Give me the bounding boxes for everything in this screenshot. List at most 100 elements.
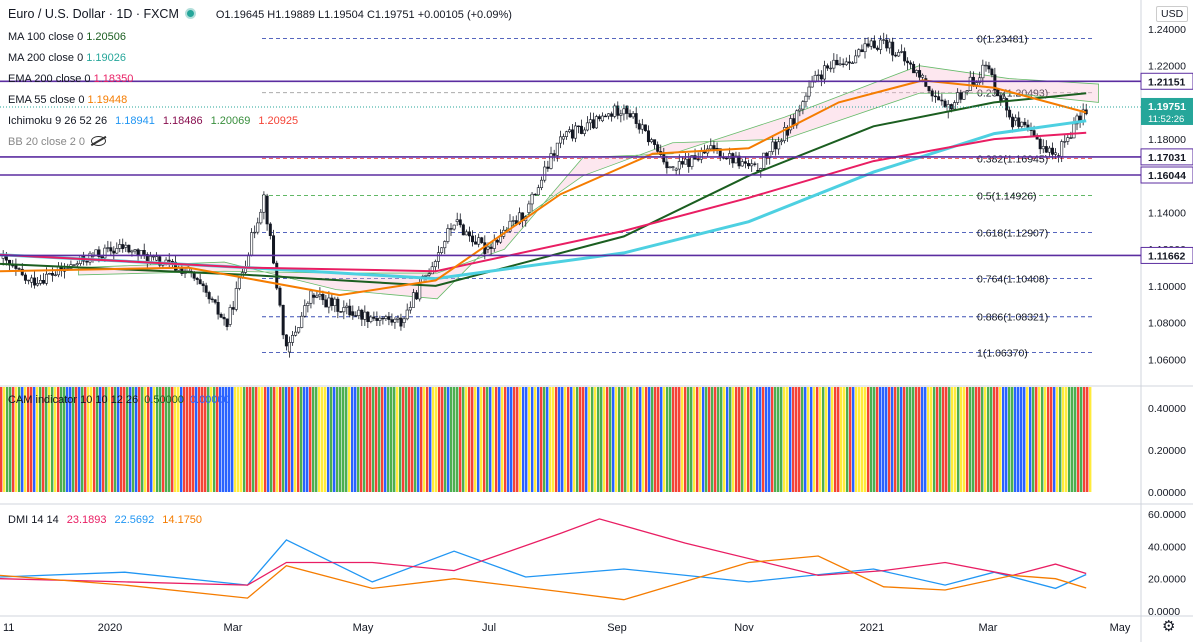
legend-ema55[interactable]: EMA 55 close 0 1.19448 — [8, 94, 128, 106]
cam-bar — [654, 387, 657, 492]
cam-bar — [987, 387, 990, 492]
candle-body — [247, 254, 251, 267]
cam-bar — [873, 387, 876, 492]
hidden-eye-icon[interactable] — [91, 136, 107, 146]
cam-bar — [627, 387, 630, 492]
candle-body — [27, 279, 31, 282]
cam-bar — [54, 387, 57, 492]
candle-body — [625, 105, 629, 114]
candle-body — [109, 247, 113, 252]
cam-bar — [1080, 387, 1083, 492]
candle-body — [1047, 147, 1051, 153]
cam-bar — [63, 387, 66, 492]
legend-ema200[interactable]: EMA 200 close 0 1.18350 — [8, 73, 134, 85]
time-tick: 2020 — [98, 622, 122, 634]
cam-bar — [924, 387, 927, 492]
cam-tick: 0.00000 — [1148, 487, 1186, 499]
candle-body — [1072, 123, 1076, 139]
candle-body — [489, 246, 493, 249]
cam-bar — [708, 387, 711, 492]
cam-bar — [348, 387, 351, 492]
candle-body — [930, 90, 934, 97]
price-tick: 1.24000 — [1148, 24, 1186, 36]
series-ma-100 — [0, 92, 1087, 287]
cam-bar — [564, 387, 567, 492]
candle-body — [424, 274, 428, 277]
cam-bar — [357, 387, 360, 492]
series-ema-55 — [0, 79, 1087, 297]
candle-body — [594, 116, 598, 129]
cam-bar — [897, 387, 900, 492]
level-price-label: 1.21151 — [1148, 76, 1186, 88]
candle-body — [933, 95, 937, 98]
candle-body — [133, 249, 137, 252]
cam-bar — [336, 387, 339, 492]
cam-bar — [411, 387, 414, 492]
cam-bar — [234, 387, 237, 492]
candle-body — [427, 273, 431, 276]
dmi-tick: 60.0000 — [1148, 509, 1186, 521]
fib-label: 1(1.06370) — [977, 348, 1028, 360]
legend-ma100[interactable]: MA 100 close 0 1.20506 — [8, 31, 126, 43]
candle-body — [847, 61, 851, 64]
cam-bar — [885, 387, 888, 492]
cam-bar — [300, 387, 303, 492]
candle-body — [452, 224, 456, 230]
candle-body — [573, 125, 577, 139]
legend-dmi[interactable]: DMI 14 14 23.1893 22.5692 14.1750 — [8, 514, 203, 526]
candle-body — [696, 158, 700, 161]
candle-body — [291, 334, 295, 343]
cam-bar — [222, 387, 225, 492]
cam-bar — [951, 387, 954, 492]
candle-body — [765, 152, 769, 159]
symbol-title[interactable]: Euro / U.S. Dollar · 1D · FXCM — [8, 7, 179, 21]
cam-bar — [726, 387, 729, 492]
gear-icon[interactable]: ⚙ — [1162, 618, 1176, 635]
chart-header: Euro / U.S. Dollar · 1D · FXCM O1.19645 H… — [8, 7, 512, 21]
dmi-adx — [0, 555, 1087, 601]
cam-bar — [609, 387, 612, 492]
candle-body — [47, 272, 51, 275]
level-price-tag — [1140, 148, 1193, 166]
cam-bar — [978, 387, 981, 492]
candle-body — [262, 194, 266, 213]
last-price-tag — [1141, 97, 1193, 125]
candle-body — [30, 277, 34, 283]
candle-body — [315, 295, 319, 298]
cam-bar — [267, 387, 270, 492]
cam-bar — [462, 387, 465, 492]
cam-bar — [351, 387, 354, 492]
candle-body — [455, 219, 459, 222]
legend-ichimoku[interactable]: Ichimoku 9 26 52 26 1.18941 1.18486 1.20069… — [8, 115, 299, 127]
candle-body — [495, 239, 499, 243]
cam-bar — [918, 387, 921, 492]
cam-bar — [285, 387, 288, 492]
cam-bar — [459, 387, 462, 492]
cam-bar — [1053, 387, 1056, 492]
candle-body — [170, 260, 174, 263]
level-price-tag — [1140, 166, 1193, 184]
candle-body — [1, 255, 5, 259]
candle-body — [940, 99, 944, 102]
legend-cam[interactable]: CAM indicator 10 10 12 26 0.50000 0.00000 — [8, 394, 230, 406]
cam-bar — [45, 387, 48, 492]
candle-body — [725, 157, 729, 160]
candle-body — [533, 193, 537, 196]
candle-body — [662, 154, 666, 163]
currency-label[interactable]: USD — [1156, 6, 1189, 22]
cam-bar — [414, 387, 417, 492]
cam-bar — [393, 387, 396, 492]
candle-body — [85, 260, 89, 263]
candle-body — [838, 63, 842, 66]
cam-bar — [21, 387, 24, 492]
cam-bar — [159, 387, 162, 492]
time-tick: Mar — [979, 622, 998, 634]
candle-body — [387, 316, 391, 320]
legend-ma200[interactable]: MA 200 close 0 1.19026 — [8, 52, 126, 64]
candle-body — [216, 302, 220, 315]
candle-body — [39, 280, 43, 284]
candle-body — [222, 316, 226, 320]
legend-bb[interactable]: BB 20 close 2 0 — [8, 136, 107, 148]
candle-body — [860, 49, 864, 53]
